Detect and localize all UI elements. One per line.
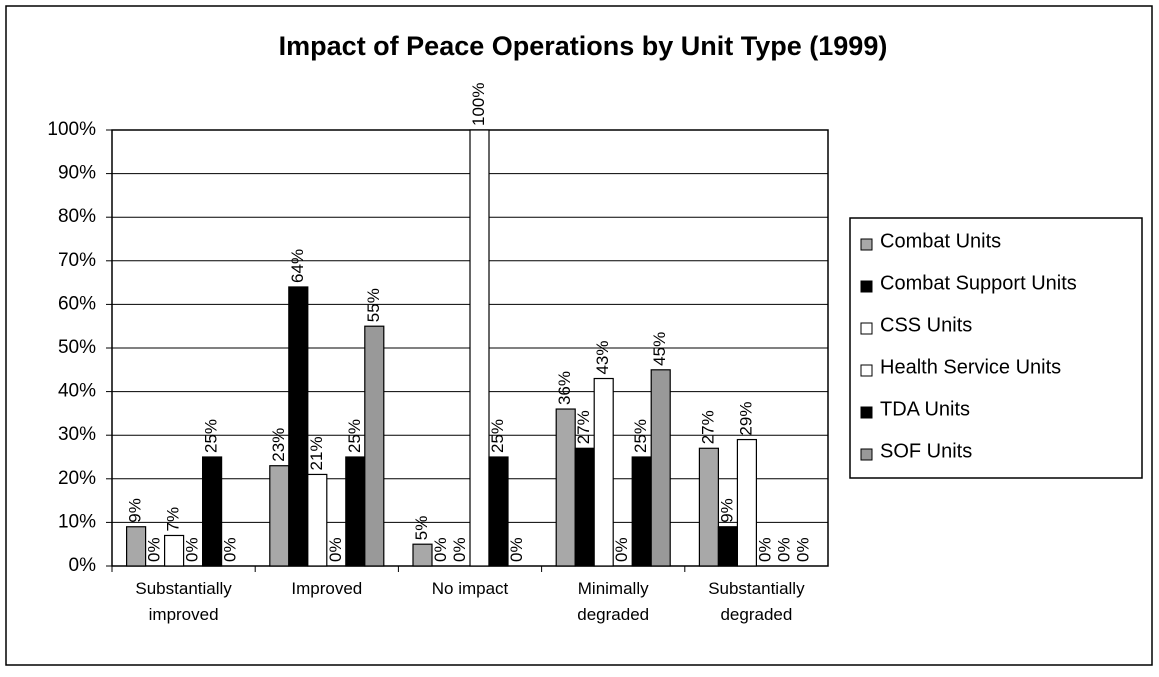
bar (125, 526, 147, 567)
legend-box (849, 217, 1143, 479)
data-label: 0% (326, 537, 345, 562)
bar (555, 408, 576, 567)
data-label: 55% (364, 288, 383, 322)
bar (345, 456, 366, 567)
legend-swatch (860, 238, 873, 251)
data-label: 9% (717, 498, 736, 523)
bar (269, 465, 290, 567)
data-label: 0% (612, 537, 631, 562)
x-tick-label: Substantially improved (135, 579, 232, 624)
data-label: 0% (431, 537, 450, 562)
legend-swatch (860, 406, 873, 419)
bar (650, 369, 671, 567)
data-label: 43% (593, 340, 612, 374)
data-label: 25% (202, 419, 221, 453)
data-label: 100% (469, 83, 488, 126)
data-label: 0% (793, 537, 812, 562)
data-label: 45% (650, 332, 669, 366)
data-label: 36% (555, 371, 574, 405)
bar (364, 325, 385, 567)
data-label: 9% (126, 498, 145, 523)
data-label: 0% (450, 537, 469, 562)
legend-label: CSS Units (880, 314, 972, 336)
legend-swatch (860, 322, 873, 335)
y-tick-label: 30% (58, 424, 96, 445)
x-tick-label: No impact (431, 579, 509, 598)
y-tick-label: 90% (58, 163, 96, 184)
data-label: 29% (736, 402, 755, 436)
bar (307, 473, 328, 567)
data-label: 5% (412, 516, 431, 541)
bar (412, 543, 433, 567)
bar (574, 447, 595, 567)
bar (288, 286, 309, 567)
data-label: 0% (507, 537, 526, 562)
bar (164, 534, 185, 567)
bar (469, 129, 490, 567)
legend-label: SOF Units (880, 440, 972, 462)
bar (736, 438, 758, 567)
legend-swatch (860, 448, 873, 461)
chart-title: Impact of Peace Operations by Unit Type … (279, 31, 888, 61)
data-label: 0% (221, 537, 240, 562)
data-label: 25% (631, 419, 650, 453)
data-label: 21% (307, 436, 326, 470)
bar (717, 526, 739, 567)
data-label: 27% (574, 410, 593, 444)
y-tick-label: 100% (47, 119, 96, 140)
data-label: 25% (345, 419, 364, 453)
data-label: 0% (145, 537, 164, 562)
legend-label: Combat Support Units (880, 272, 1077, 294)
bar (488, 456, 509, 567)
legend-label: TDA Units (880, 398, 970, 420)
data-label: 0% (183, 537, 202, 562)
data-label: 0% (774, 537, 793, 562)
data-label: 64% (288, 249, 307, 283)
bar (593, 377, 614, 567)
data-label: 7% (164, 507, 183, 532)
legend-swatch (860, 364, 873, 377)
y-tick-label: 80% (58, 206, 96, 227)
data-label: 23% (269, 428, 288, 462)
y-tick-label: 10% (58, 511, 96, 532)
y-tick-label: 60% (58, 293, 96, 314)
x-tick-label: Substantially degraded (708, 579, 805, 624)
y-tick-label: 50% (58, 337, 96, 358)
y-tick-label: 70% (58, 250, 96, 271)
bar (698, 447, 720, 567)
bar (631, 456, 652, 567)
legend-swatch (860, 280, 873, 293)
legend-label: Combat Units (880, 230, 1001, 252)
y-tick-label: 20% (58, 468, 96, 489)
bar (202, 456, 223, 567)
data-label: 0% (755, 537, 774, 562)
x-tick-label: Minimally degraded (577, 579, 650, 624)
data-label: 25% (488, 419, 507, 453)
data-label: 27% (698, 410, 717, 444)
y-tick-label: 40% (58, 381, 96, 402)
y-tick-label: 0% (69, 555, 97, 576)
legend-label: Health Service Units (880, 356, 1061, 378)
x-tick-label: Improved (291, 579, 363, 598)
